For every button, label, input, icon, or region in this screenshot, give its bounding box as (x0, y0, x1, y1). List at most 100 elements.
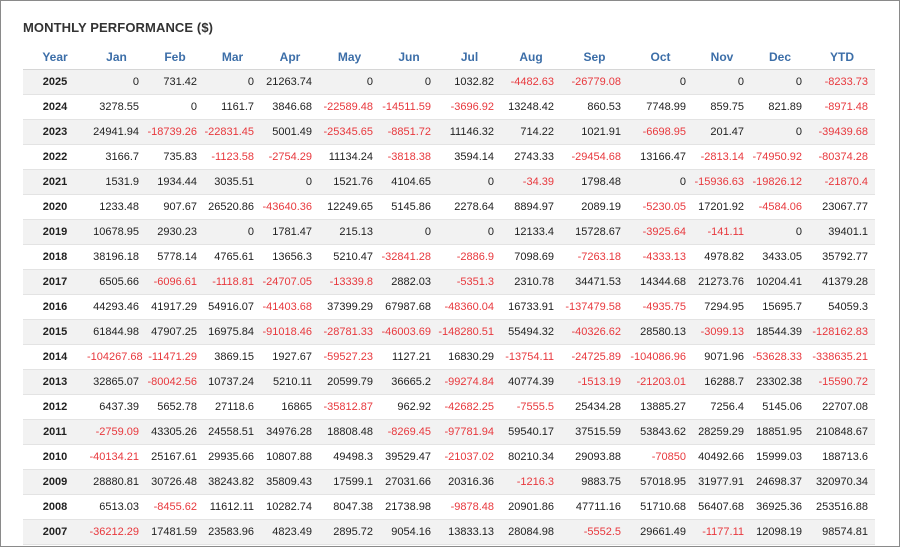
jun-value-cell: -32841.28 (380, 244, 438, 270)
dec-value-cell: 15695.7 (751, 294, 809, 320)
mar-value-cell: 1161.7 (204, 94, 261, 120)
column-header-aug[interactable]: Aug (501, 44, 561, 70)
year-cell: 2008 (23, 494, 87, 520)
may-value-cell: -28781.33 (319, 319, 380, 345)
oct-value-cell: 53843.62 (628, 419, 693, 445)
oct-value-cell: -5230.05 (628, 194, 693, 220)
oct-value-cell: 14344.68 (628, 269, 693, 295)
jan-value-cell: -104267.68 (87, 344, 146, 370)
apr-value-cell: 10282.74 (261, 494, 319, 520)
aug-value-cell: -13754.11 (501, 344, 561, 370)
aug-value-cell: 20901.86 (501, 494, 561, 520)
nov-value-cell: -15936.63 (693, 169, 751, 195)
mar-value-cell: 3869.15 (204, 344, 261, 370)
jan-value-cell: 32865.07 (87, 369, 146, 395)
apr-value-cell: 35809.43 (261, 469, 319, 495)
jan-value-cell: 6437.39 (87, 394, 146, 420)
year-cell: 2022 (23, 144, 87, 170)
monthly-performance-table: Year Jan Feb Mar Apr May Jun Jul Aug Sep Oct Nov Dec… (23, 44, 875, 545)
column-header-mar[interactable]: Mar (204, 44, 261, 70)
may-value-cell: 17599.1 (319, 469, 380, 495)
jul-value-cell: 0 (438, 219, 501, 245)
jan-value-cell: 0 (87, 69, 146, 95)
jun-value-cell: 4104.65 (380, 169, 438, 195)
sep-value-cell: -5552.5 (561, 519, 628, 545)
may-value-cell: 18808.48 (319, 419, 380, 445)
table-row: 2013 32865.07 -80042.56 10737.24 5210.11 2059… (23, 369, 875, 395)
column-header-ytd[interactable]: YTD (809, 44, 875, 70)
year-cell: 2020 (23, 194, 87, 220)
column-header-year[interactable]: Year (23, 44, 87, 70)
table-row: 2024 3278.55 0 1161.7 3846.68 -22589.48 -14511… (23, 94, 875, 120)
nov-value-cell: 28259.29 (693, 419, 751, 445)
sep-value-cell: -40326.62 (561, 319, 628, 345)
feb-value-cell: -80042.56 (146, 369, 204, 395)
aug-value-cell: -1216.3 (501, 469, 561, 495)
aug-value-cell: 55494.32 (501, 319, 561, 345)
aug-value-cell: 8894.97 (501, 194, 561, 220)
mar-value-cell: 3035.51 (204, 169, 261, 195)
year-cell: 2015 (23, 319, 87, 345)
table-row: 2019 10678.95 2930.23 0 1781.47 215.13 0 0 12133… (23, 219, 875, 245)
jan-value-cell: -40134.21 (87, 444, 146, 470)
column-header-dec[interactable]: Dec (751, 44, 809, 70)
column-header-apr[interactable]: Apr (261, 44, 319, 70)
nov-value-cell: 40492.66 (693, 444, 751, 470)
mar-value-cell: 11612.11 (204, 494, 261, 520)
aug-value-cell: 2310.78 (501, 269, 561, 295)
jun-value-cell: 5145.86 (380, 194, 438, 220)
column-header-oct[interactable]: Oct (628, 44, 693, 70)
apr-value-cell: 4823.49 (261, 519, 319, 545)
aug-value-cell: 28084.98 (501, 519, 561, 545)
may-value-cell: 1521.76 (319, 169, 380, 195)
sep-value-cell: 25434.28 (561, 394, 628, 420)
jun-value-cell: -8851.72 (380, 119, 438, 145)
column-header-may[interactable]: May (319, 44, 380, 70)
column-header-nov[interactable]: Nov (693, 44, 751, 70)
jan-value-cell: 1531.9 (87, 169, 146, 195)
column-header-jan[interactable]: Jan (87, 44, 146, 70)
jun-value-cell: 27031.66 (380, 469, 438, 495)
year-cell: 2018 (23, 244, 87, 270)
may-value-cell: 8047.38 (319, 494, 380, 520)
feb-value-cell: 1934.44 (146, 169, 204, 195)
ytd-value-cell: -21870.4 (809, 169, 875, 195)
dec-value-cell: -53628.33 (751, 344, 809, 370)
feb-value-cell: 735.83 (146, 144, 204, 170)
column-header-jun[interactable]: Jun (380, 44, 438, 70)
dec-value-cell: 18851.95 (751, 419, 809, 445)
jan-value-cell: 28880.81 (87, 469, 146, 495)
may-value-cell: -59527.23 (319, 344, 380, 370)
feb-value-cell: 47907.25 (146, 319, 204, 345)
ytd-value-cell: 188713.6 (809, 444, 875, 470)
column-header-sep[interactable]: Sep (561, 44, 628, 70)
mar-value-cell: 27118.6 (204, 394, 261, 420)
ytd-value-cell: 39401.1 (809, 219, 875, 245)
feb-value-cell: -18739.26 (146, 119, 204, 145)
may-value-cell: 215.13 (319, 219, 380, 245)
column-header-jul[interactable]: Jul (438, 44, 501, 70)
nov-value-cell: 201.47 (693, 119, 751, 145)
jun-value-cell: -46003.69 (380, 319, 438, 345)
may-value-cell: 49498.3 (319, 444, 380, 470)
year-cell: 2007 (23, 519, 87, 545)
mar-value-cell: -1123.58 (204, 144, 261, 170)
jul-value-cell: 16830.29 (438, 344, 501, 370)
sep-value-cell: 29093.88 (561, 444, 628, 470)
table-row: 2008 6513.03 -8455.62 11612.11 10282.74 8047.… (23, 494, 875, 520)
oct-value-cell: -4935.75 (628, 294, 693, 320)
table-row: 2009 28880.81 30726.48 38243.82 35809.43 1759… (23, 469, 875, 495)
oct-value-cell: 7748.99 (628, 94, 693, 120)
column-header-feb[interactable]: Feb (146, 44, 204, 70)
may-value-cell: -25345.65 (319, 119, 380, 145)
jan-value-cell: 1233.48 (87, 194, 146, 220)
table-row: 2015 61844.98 47907.25 16975.84 -91018.46 -28… (23, 319, 875, 345)
jun-value-cell: -8269.45 (380, 419, 438, 445)
nov-value-cell: 0 (693, 69, 751, 95)
oct-value-cell: 51710.68 (628, 494, 693, 520)
table-row: 2017 6505.66 -6096.61 -1118.81 -24707.05 -133… (23, 269, 875, 295)
sep-value-cell: 34471.53 (561, 269, 628, 295)
table-row: 2007 -36212.29 17481.59 23583.96 4823.49 2895… (23, 519, 875, 545)
sep-value-cell: -24725.89 (561, 344, 628, 370)
aug-value-cell: 12133.4 (501, 219, 561, 245)
